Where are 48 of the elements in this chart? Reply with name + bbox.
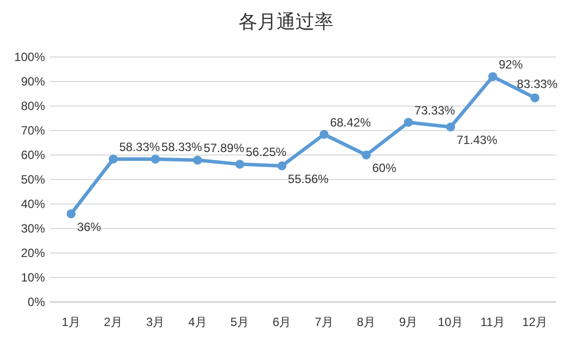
data-label: 57.89% [204, 141, 245, 156]
x-tick-label: 1月 [62, 315, 80, 329]
y-tick-label: 10% [20, 270, 46, 284]
point [446, 122, 456, 132]
point [66, 209, 76, 218]
data-label: 56.25% [246, 145, 287, 160]
point [193, 156, 202, 165]
y-tick-label: 60% [20, 148, 46, 162]
x-tick-label: 9月 [399, 315, 418, 329]
point [150, 154, 160, 164]
data-label: 73.33% [414, 103, 456, 118]
point [488, 72, 498, 82]
y-tick-label: 20% [20, 246, 46, 260]
x-tick-label: 7月 [314, 315, 334, 329]
data-label: 58.33% [161, 140, 202, 154]
y-tick-label: 70% [20, 124, 46, 138]
point [108, 154, 118, 164]
y-tick-label: 30% [20, 222, 46, 236]
x-tick-label: 10月 [438, 315, 464, 329]
point [404, 118, 413, 127]
point [530, 93, 540, 102]
data-label: 83.33% [516, 76, 558, 91]
point [277, 161, 286, 170]
y-tick-label: 80% [20, 99, 46, 113]
x-tick-label: 8月 [356, 315, 376, 329]
point [235, 160, 244, 169]
x-tick-label: 6月 [272, 315, 292, 329]
chart-title: 各月通过率 [238, 11, 334, 33]
x-tick-label: 12月 [522, 315, 548, 329]
data-label: 71.43% [456, 132, 498, 147]
y-tick-label: 40% [20, 197, 46, 211]
y-tick-label: 50% [20, 172, 46, 186]
x-tick-label: 2月 [104, 315, 123, 329]
data-label: 36% [77, 220, 102, 234]
x-tick-label: 4月 [188, 315, 207, 329]
data-label: 92% [498, 58, 524, 72]
y-tick-label: 0% [28, 295, 46, 309]
point [320, 130, 329, 139]
point [362, 150, 371, 160]
data-label: 55.56% [288, 172, 329, 186]
data-label: 58.33% [119, 140, 160, 154]
y-tick-label: 100% [14, 50, 46, 64]
x-tick-label: 3月 [146, 315, 165, 329]
data-label: 60% [372, 161, 397, 175]
data-label: 68.42% [330, 115, 372, 130]
y-tick-label: 90% [20, 74, 46, 88]
x-tick-label: 5月 [230, 315, 250, 329]
x-tick-label: 11月 [480, 315, 505, 329]
